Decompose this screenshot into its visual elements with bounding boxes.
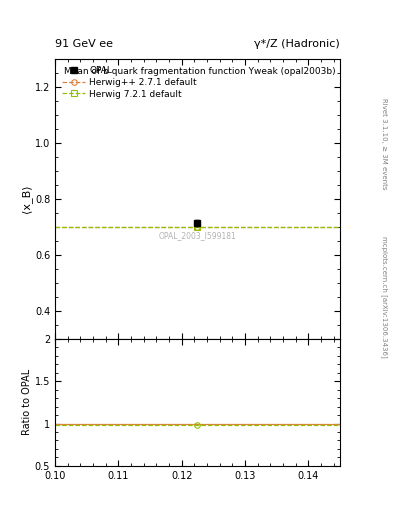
Text: Rivet 3.1.10, ≥ 3M events: Rivet 3.1.10, ≥ 3M events	[381, 98, 387, 189]
Text: Mean of b quark fragmentation function Υweak (opal2003b): Mean of b quark fragmentation function Υ…	[64, 67, 335, 76]
Text: OPAL_2003_I599181: OPAL_2003_I599181	[159, 231, 236, 240]
Text: 91 GeV ee: 91 GeV ee	[55, 38, 113, 49]
Text: γ*/Z (Hadronic): γ*/Z (Hadronic)	[254, 38, 340, 49]
Y-axis label: Ratio to OPAL: Ratio to OPAL	[22, 369, 32, 435]
Legend: OPAL, Herwig++ 2.7.1 default, Herwig 7.2.1 default: OPAL, Herwig++ 2.7.1 default, Herwig 7.2…	[59, 63, 200, 101]
Text: mcplots.cern.ch [arXiv:1306.3436]: mcplots.cern.ch [arXiv:1306.3436]	[381, 236, 388, 358]
Y-axis label: ⟨x_B⟩: ⟨x_B⟩	[21, 184, 32, 213]
